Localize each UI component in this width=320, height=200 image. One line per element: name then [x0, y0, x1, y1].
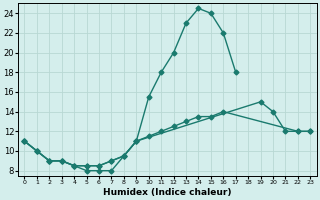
X-axis label: Humidex (Indice chaleur): Humidex (Indice chaleur): [103, 188, 232, 197]
